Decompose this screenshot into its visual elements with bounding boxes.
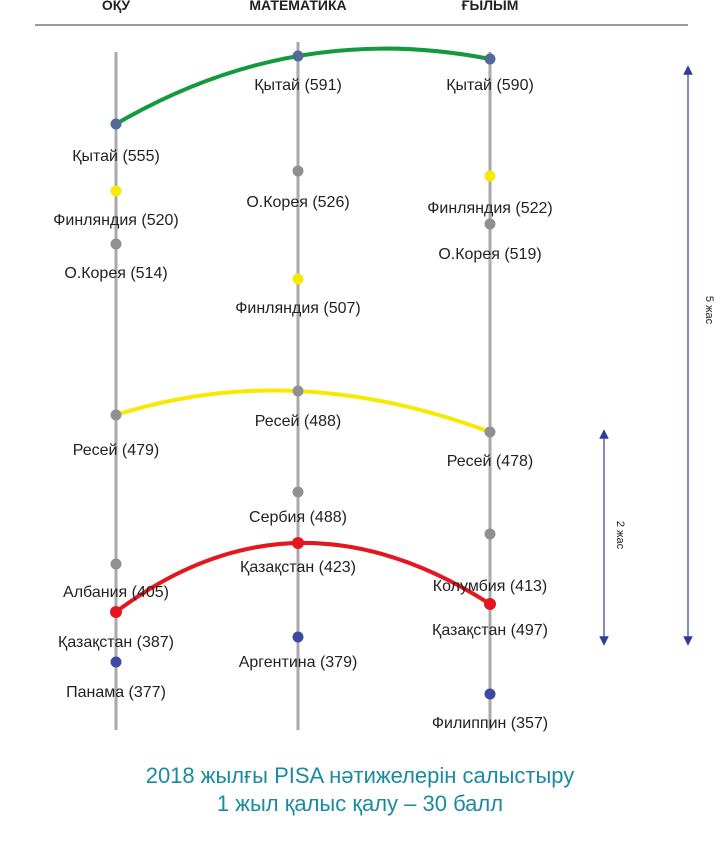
dot-r-russia	[110, 409, 122, 421]
span-label-5: 5 жас	[703, 296, 715, 325]
label-r-panama: Панама (377)	[66, 684, 166, 701]
dot-m-russia	[292, 385, 304, 397]
dot-s-philippines	[484, 688, 496, 700]
label-s-china: Қытай (590)	[446, 77, 534, 94]
label-m-finland: Финляндия (507)	[235, 300, 361, 317]
label-s-kazakhstan: Қазақстан (497)	[432, 622, 548, 639]
label-r-albania: Албания (405)	[63, 584, 169, 601]
label-m-argentina: Аргентина (379)	[239, 654, 358, 671]
dot-r-albania	[110, 558, 122, 570]
column-header-science: ҒЫЛЫМ	[462, 0, 519, 13]
dot-r-china	[110, 118, 122, 130]
dot-m-korea	[292, 165, 304, 177]
label-m-korea: О.Корея (526)	[246, 194, 349, 211]
label-s-philippines: Филиппин (357)	[432, 715, 548, 732]
dot-r-panama	[110, 656, 122, 668]
dot-r-korea	[110, 238, 122, 250]
dot-m-china	[292, 50, 304, 62]
dot-m-kazakhstan	[292, 537, 304, 549]
dot-r-finland	[110, 185, 122, 197]
dot-s-colombia	[484, 528, 496, 540]
dot-m-serbia	[292, 486, 304, 498]
caption-line-1: 2018 жылғы PISA нәтижелерін салыстыру	[145, 763, 575, 788]
dot-s-russia	[484, 426, 496, 438]
label-s-korea: О.Корея (519)	[438, 246, 541, 263]
label-m-kazakhstan: Қазақстан (423)	[240, 559, 356, 576]
country-links	[114, 46, 492, 614]
label-s-colombia: Колумбия (413)	[433, 578, 547, 595]
dot-m-finland	[292, 273, 304, 285]
label-r-russia: Ресей (479)	[73, 442, 160, 459]
span-label-2: 2 жас	[614, 521, 626, 550]
dot-s-china	[484, 53, 496, 65]
label-r-kazakhstan: Қазақстан (387)	[58, 634, 174, 651]
dot-r-kazakhstan	[110, 606, 122, 618]
label-m-russia: Ресей (488)	[255, 413, 342, 430]
column-header-reading: ОҚУ	[102, 0, 130, 13]
dot-s-finland	[484, 170, 496, 182]
country-points: Қытай (555) Финляндия (520) О.Корея (514) Р…	[53, 50, 553, 732]
label-r-finland: Финляндия (520)	[53, 212, 179, 229]
label-m-china: Қытай (591)	[254, 77, 342, 94]
dot-s-kazakhstan	[484, 598, 496, 610]
label-s-russia: Ресей (478)	[447, 453, 534, 470]
label-m-serbia: Сербия (488)	[249, 509, 347, 526]
caption-line-2: 1 жыл қалыс қалу – 30 балл	[216, 791, 504, 816]
dot-m-argentina	[292, 631, 304, 643]
label-r-korea: О.Корея (514)	[64, 265, 167, 282]
dot-s-korea	[484, 218, 496, 230]
column-header-math: МАТЕМАТИКА	[249, 0, 346, 13]
label-r-china: Қытай (555)	[72, 148, 160, 165]
label-s-finland: Финляндия (522)	[427, 200, 553, 217]
